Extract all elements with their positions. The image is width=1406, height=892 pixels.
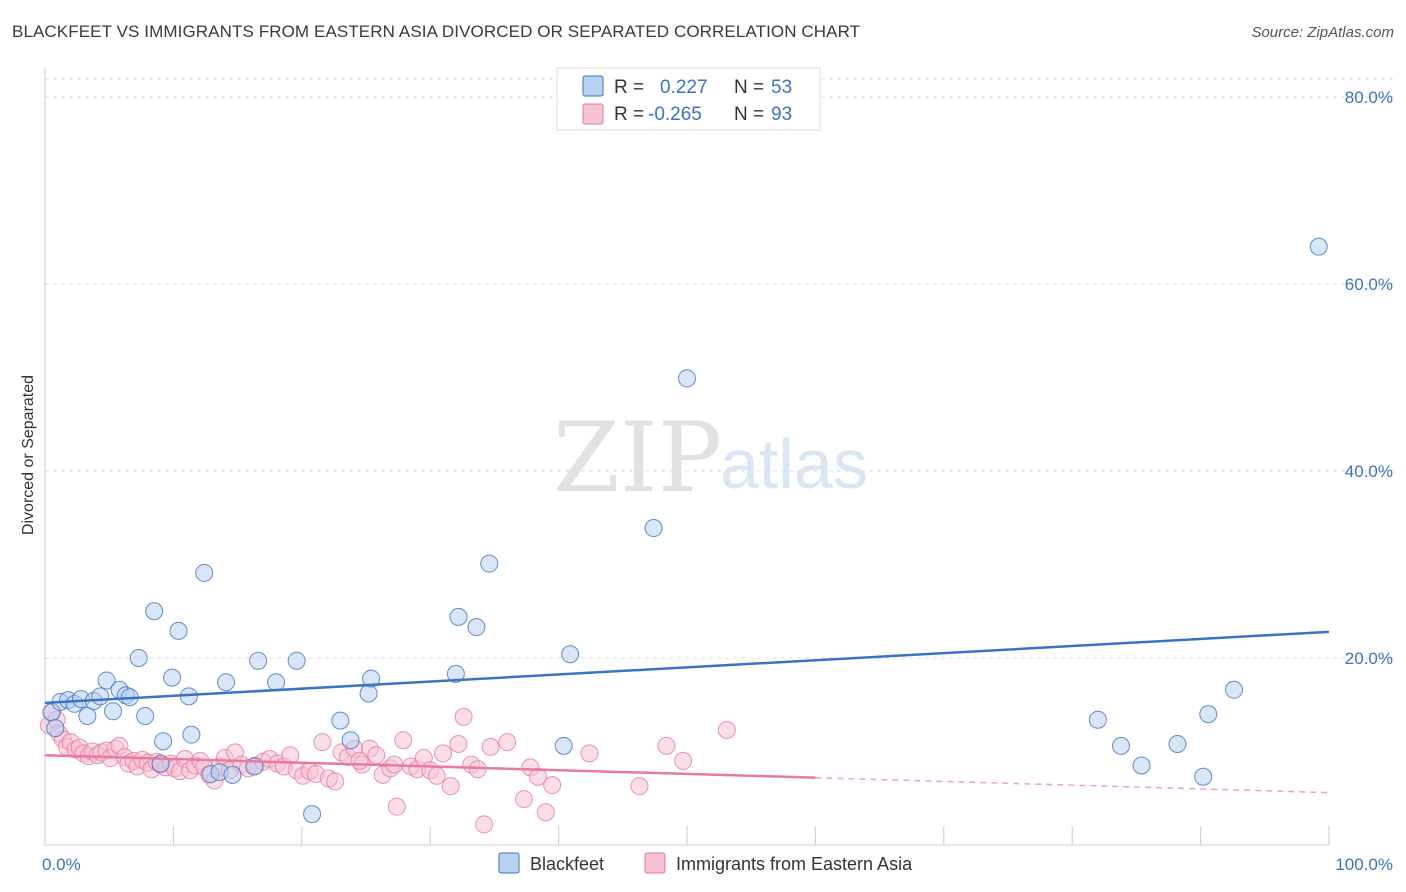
blackfeet-point-46 — [1111, 736, 1130, 755]
legend-r-value-1: 0.227 — [660, 77, 708, 98]
watermark-atlas: atlas — [720, 425, 868, 503]
blackfeet-point-9 — [97, 671, 116, 690]
blackfeet-point-23 — [195, 563, 214, 582]
blackfeet-point-31 — [287, 651, 306, 670]
blackfeet-point-43 — [644, 519, 663, 538]
blackfeet-point-48 — [1168, 735, 1187, 754]
blackfeet-point-50 — [1199, 705, 1218, 724]
eastern-asia-point-85 — [543, 776, 562, 795]
blackfeet-point-51 — [1224, 680, 1243, 699]
blackfeet-point-20 — [169, 621, 188, 640]
blackfeet-point-41 — [554, 736, 573, 755]
source-label: Source: ZipAtlas.com — [1251, 24, 1394, 41]
y-tick-label-60: 60.0% — [1345, 275, 1393, 294]
bottom-legend-label-blackfeet: Blackfeet — [530, 854, 604, 874]
blackfeet-point-49 — [1194, 767, 1213, 786]
legend-swatch-pink — [582, 103, 604, 125]
eastern-asia-point-65 — [387, 797, 406, 816]
blackfeet-trend-line — [44, 630, 1330, 705]
legend-swatch-blue — [582, 75, 604, 97]
y-tick-label-80: 80.0% — [1345, 88, 1393, 107]
blackfeet-point-35 — [359, 684, 378, 703]
legend-r-label-2: R = — [614, 104, 644, 125]
eastern-asia-point-72 — [434, 744, 453, 763]
legend-n-label-1: N = — [734, 77, 764, 98]
bottom-legend: Blackfeet Immigrants from Eastern Asia — [498, 852, 913, 874]
blackfeet-point-22 — [182, 725, 201, 744]
y-tick-label-20: 20.0% — [1345, 649, 1393, 668]
eastern-asia-point-62 — [367, 746, 386, 765]
blackfeet-point-18 — [154, 732, 173, 751]
blackfeet-point-39 — [467, 618, 486, 637]
grid-lines — [45, 78, 1393, 659]
legend-r-value-2: -0.265 — [648, 104, 702, 125]
blackfeet-point-32 — [303, 805, 322, 824]
blackfeet-point-45 — [1088, 710, 1107, 729]
chart-title: BLACKFEET VS IMMIGRANTS FROM EASTERN ASI… — [12, 22, 861, 41]
eastern-asia-trend-line-extrapolated — [815, 776, 1330, 794]
legend-n-value-2: 93 — [771, 104, 792, 125]
blackfeet-point-27 — [223, 765, 242, 784]
eastern-asia-point-75 — [454, 707, 473, 726]
eastern-asia-point-86 — [580, 744, 599, 763]
trend-lines — [44, 630, 1330, 794]
eastern-asia-point-49 — [281, 746, 300, 765]
blackfeet-point-19 — [163, 668, 182, 687]
eastern-asia-point-71 — [427, 766, 446, 785]
blackfeet-point-10 — [104, 702, 123, 721]
legend-n-value-1: 53 — [771, 77, 792, 98]
eastern-asia-point-84 — [536, 803, 555, 822]
blackfeet-point-1 — [46, 719, 65, 738]
eastern-asia-point-74 — [449, 735, 468, 754]
blackfeet-point-40 — [480, 554, 499, 573]
blackfeet-point-33 — [331, 711, 350, 730]
series-blackfeet — [42, 237, 1328, 824]
tick-labels: 20.0% 40.0% 60.0% 80.0% 0.0% 100.0% — [42, 88, 1393, 874]
blackfeet-point-26 — [217, 673, 236, 692]
bottom-legend-label-eastern-asia: Immigrants from Eastern Asia — [676, 854, 913, 874]
eastern-asia-point-81 — [514, 790, 533, 809]
eastern-asia-point-73 — [441, 777, 460, 796]
bottom-legend-swatch-blackfeet — [498, 852, 520, 874]
blackfeet-point-52 — [1309, 237, 1328, 256]
eastern-asia-point-56 — [326, 772, 345, 791]
eastern-asia-point-78 — [475, 815, 494, 834]
eastern-asia-point-83 — [529, 767, 548, 786]
blackfeet-point-37 — [446, 664, 465, 683]
blackfeet-point-29 — [249, 651, 268, 670]
y-axis-label: Divorced or Separated — [20, 375, 37, 535]
eastern-asia-point-66 — [394, 731, 413, 750]
top-legend: R = 0.227 N = 53 R = -0.265 N = 93 — [556, 67, 821, 131]
watermark: ZIP atlas — [553, 402, 868, 514]
x-tick-label-max: 100.0% — [1335, 855, 1393, 874]
eastern-asia-trend-line — [44, 753, 816, 779]
legend-n-label-2: N = — [734, 104, 764, 125]
eastern-asia-point-88 — [657, 736, 676, 755]
x-tick-label-min: 0.0% — [42, 855, 81, 874]
blackfeet-point-38 — [449, 607, 468, 626]
eastern-asia-point-90 — [717, 720, 736, 739]
bottom-legend-swatch-eastern-asia — [644, 852, 666, 874]
blackfeet-point-34 — [341, 731, 360, 750]
blackfeet-point-14 — [129, 649, 148, 667]
blackfeet-point-36 — [362, 669, 381, 688]
blackfeet-point-30 — [267, 673, 286, 692]
eastern-asia-point-92 — [350, 751, 369, 770]
blackfeet-point-8 — [91, 687, 110, 706]
watermark-zip: ZIP — [553, 402, 722, 514]
legend-r-label-1: R = — [614, 77, 644, 98]
eastern-asia-point-89 — [674, 751, 693, 770]
blackfeet-point-16 — [145, 602, 164, 621]
blackfeet-point-42 — [561, 645, 580, 664]
eastern-asia-point-54 — [313, 733, 332, 752]
blackfeet-point-6 — [78, 706, 97, 725]
eastern-asia-point-80 — [498, 733, 517, 752]
blackfeet-point-15 — [136, 706, 155, 725]
eastern-asia-point-79 — [481, 737, 500, 756]
y-tick-label-40: 40.0% — [1345, 462, 1393, 481]
blackfeet-point-44 — [678, 369, 696, 388]
eastern-asia-point-87 — [630, 777, 649, 796]
blackfeet-point-47 — [1132, 756, 1151, 775]
